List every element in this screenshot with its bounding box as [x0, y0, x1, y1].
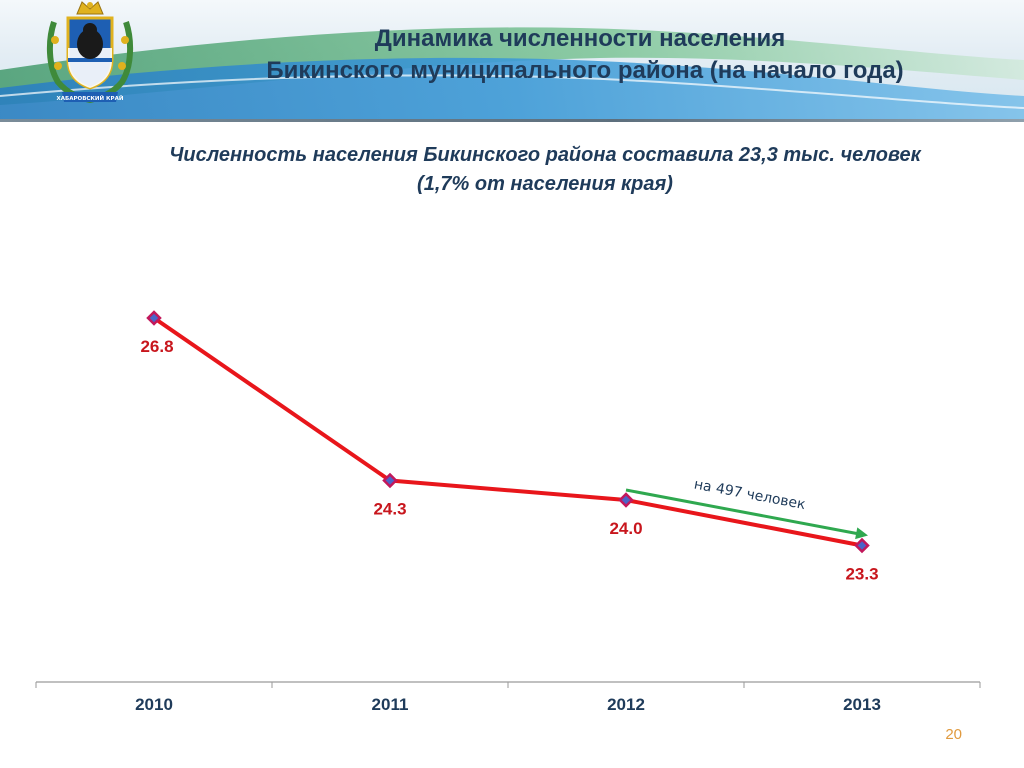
header-rule	[0, 119, 1024, 122]
subtitle-line-2: (1,7% от населения края)	[417, 173, 673, 195]
x-tick-label: 2010	[135, 695, 173, 714]
data-point-marker	[618, 492, 634, 508]
data-label: 23.3	[845, 565, 878, 584]
x-tick-label: 2013	[843, 695, 881, 714]
header-wave-decoration	[0, 27, 1024, 119]
data-label: 26.8	[140, 337, 173, 356]
page-title-line-1: Динамика численности населения	[374, 25, 786, 52]
page-title-line-2: Бикинского муниципального района (на нач…	[266, 57, 904, 84]
annotation-arrow-head	[855, 527, 868, 540]
x-tick-label: 2011	[372, 695, 409, 714]
data-label: 24.3	[373, 500, 406, 519]
data-label: 24.0	[609, 519, 642, 538]
data-point-marker	[146, 310, 162, 326]
data-point-marker	[854, 537, 870, 554]
khabarovsk-krai-coat-of-arms-icon: ХАБАРОВСКИЙ КРАЙ	[46, 1, 134, 104]
annotation-label: на 497 человек	[693, 477, 807, 514]
slide-header: ХАБАРОВСКИЙ КРАЙ	[0, 0, 1024, 122]
annotation-arrow-line	[625, 488, 863, 536]
subtitle-line-1: Численность населения Бикинского района …	[169, 144, 921, 166]
x-tick-label: 2012	[607, 695, 645, 714]
series-line	[152, 316, 863, 548]
data-point-marker	[382, 472, 398, 489]
emblem-caption: ХАБАРОВСКИЙ КРАЙ	[57, 94, 124, 102]
page-number: 20	[945, 726, 962, 743]
